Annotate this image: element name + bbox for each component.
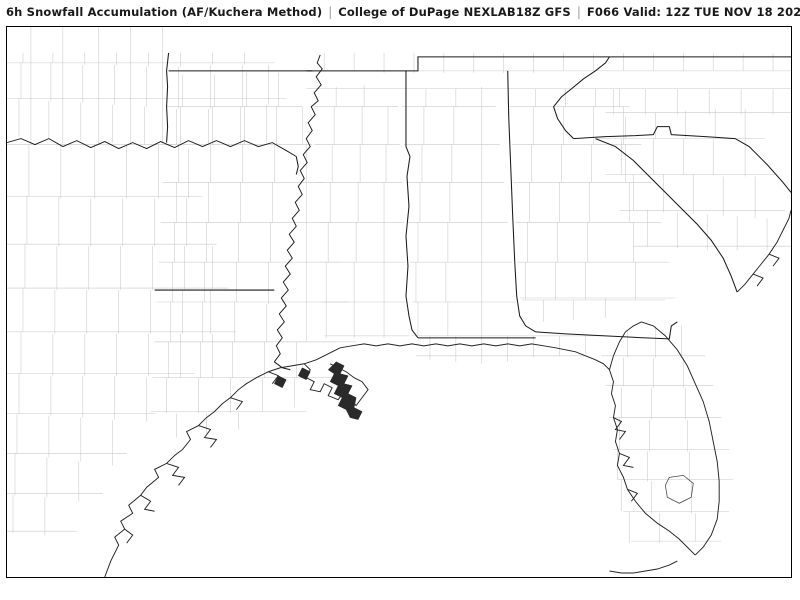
header-right-group: 18Z GFS | F066 Valid: 12Z TUE NOV 18 202…: [516, 5, 800, 19]
coastline-layer: [104, 210, 791, 577]
header-separator-left: |: [328, 5, 333, 19]
model-run-label: 18Z GFS: [515, 5, 571, 19]
header-separator-right: |: [576, 5, 581, 19]
state-boundaries-layer: [154, 52, 791, 371]
map-viewport[interactable]: [6, 26, 792, 578]
data-source-label: College of DuPage NEXLAB: [338, 5, 516, 19]
map-graphic: [7, 27, 791, 577]
river-boundaries-layer: [7, 54, 323, 363]
county-boundaries-layer: [7, 27, 791, 544]
product-title: 6h Snowfall Accumulation (AF/Kuchera Met…: [6, 5, 323, 19]
map-header-bar: 6h Snowfall Accumulation (AF/Kuchera Met…: [0, 0, 800, 24]
forecast-valid-label: F066 Valid: 12Z TUE NOV 18 2025: [586, 5, 800, 19]
lake-layer: [664, 474, 694, 504]
mississippi-delta-shape: [273, 361, 363, 420]
header-left-group: 6h Snowfall Accumulation (AF/Kuchera Met…: [6, 5, 516, 19]
